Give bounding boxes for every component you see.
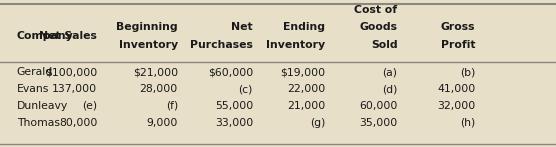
Text: Beginning: Beginning	[116, 22, 178, 32]
Text: Evans: Evans	[17, 84, 49, 94]
Text: Company: Company	[17, 31, 73, 41]
Text: (b): (b)	[460, 67, 475, 77]
Text: (a): (a)	[383, 67, 398, 77]
Text: 32,000: 32,000	[437, 101, 475, 111]
Text: (f): (f)	[166, 101, 178, 111]
Text: 35,000: 35,000	[359, 118, 398, 128]
Text: (g): (g)	[310, 118, 325, 128]
Text: Gerald: Gerald	[17, 67, 53, 77]
Text: $60,000: $60,000	[208, 67, 253, 77]
Text: 80,000: 80,000	[59, 118, 97, 128]
Text: Gross: Gross	[441, 22, 475, 32]
Text: (e): (e)	[82, 101, 97, 111]
Text: Cost of: Cost of	[354, 5, 398, 15]
Text: 33,000: 33,000	[215, 118, 253, 128]
Text: 21,000: 21,000	[287, 101, 325, 111]
Text: 41,000: 41,000	[437, 84, 475, 94]
Text: Profit: Profit	[441, 40, 475, 50]
Text: Dunleavy: Dunleavy	[17, 101, 68, 111]
Text: 55,000: 55,000	[215, 101, 253, 111]
Text: Goods: Goods	[360, 22, 398, 32]
Text: $100,000: $100,000	[45, 67, 97, 77]
Text: $21,000: $21,000	[133, 67, 178, 77]
Text: Thomas: Thomas	[17, 118, 59, 128]
Text: 28,000: 28,000	[140, 84, 178, 94]
Text: 60,000: 60,000	[359, 101, 398, 111]
Text: (h): (h)	[460, 118, 475, 128]
Text: Inventory: Inventory	[266, 40, 325, 50]
Text: Net Sales: Net Sales	[39, 31, 97, 41]
Text: 9,000: 9,000	[147, 118, 178, 128]
Text: 137,000: 137,000	[52, 84, 97, 94]
Text: Purchases: Purchases	[190, 40, 253, 50]
Text: Sold: Sold	[371, 40, 398, 50]
Text: Inventory: Inventory	[119, 40, 178, 50]
Text: (c): (c)	[239, 84, 253, 94]
Text: 22,000: 22,000	[287, 84, 325, 94]
Text: (d): (d)	[382, 84, 398, 94]
Text: $19,000: $19,000	[280, 67, 325, 77]
Text: Ending: Ending	[283, 22, 325, 32]
Text: Net: Net	[231, 22, 253, 32]
